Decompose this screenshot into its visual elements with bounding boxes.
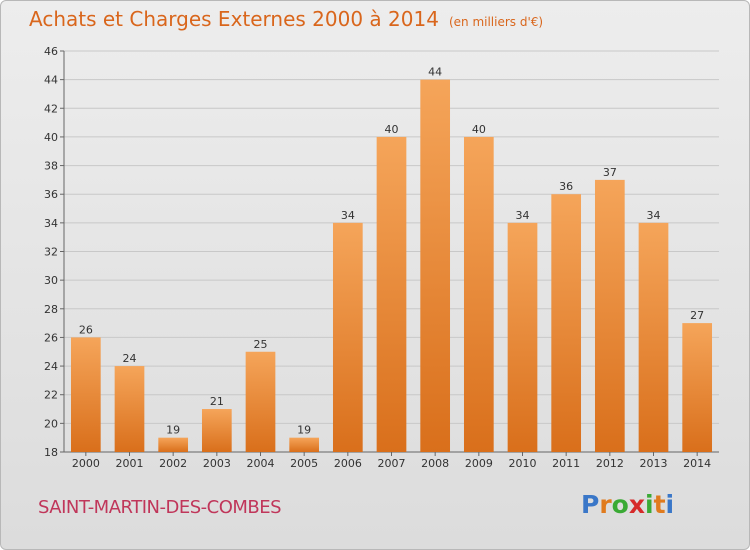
x-tick-label: 2013 [640, 457, 668, 470]
y-tick-label: 40 [44, 131, 58, 144]
bar [70, 337, 101, 452]
x-tick-label: 2003 [203, 457, 231, 470]
y-tick-label: 46 [44, 45, 58, 58]
x-tick-label: 2008 [421, 457, 449, 470]
data-label: 37 [603, 166, 617, 179]
logo-letter: i [665, 490, 675, 519]
data-label: 36 [559, 180, 573, 193]
data-label: 40 [385, 123, 399, 136]
x-tick-label: 2006 [334, 457, 362, 470]
logo-letter: o [611, 490, 629, 519]
y-tick-label: 30 [44, 274, 58, 287]
x-tick-label: 2009 [465, 457, 493, 470]
bar [114, 366, 145, 452]
bar [289, 437, 320, 452]
x-tick-label: 2005 [290, 457, 318, 470]
y-tick-label: 18 [44, 446, 58, 459]
x-tick-label: 2010 [509, 457, 537, 470]
x-tick-label: 2011 [552, 457, 580, 470]
data-label: 40 [472, 123, 486, 136]
chart-unit: (en milliers d'€) [448, 15, 544, 29]
data-label: 26 [79, 323, 93, 336]
bar [682, 323, 713, 452]
data-label: 19 [297, 424, 311, 437]
y-tick-label: 20 [44, 417, 58, 430]
logo-letter: i [645, 490, 654, 519]
logo-letter: r [599, 490, 612, 519]
y-tick-label: 42 [44, 102, 58, 115]
y-tick-label: 22 [44, 389, 58, 402]
data-label: 25 [254, 338, 268, 351]
proxiti-logo: Proxiti [581, 490, 674, 519]
y-tick-label: 38 [44, 160, 58, 173]
data-label: 21 [210, 395, 224, 408]
bar [201, 409, 232, 452]
x-tick-label: 2012 [596, 457, 624, 470]
data-label: 24 [123, 352, 137, 365]
x-tick-label: 2014 [683, 457, 711, 470]
x-tick-label: 2000 [72, 457, 100, 470]
x-tick-label: 2004 [247, 457, 275, 470]
bar [245, 351, 276, 452]
x-tick-label: 2007 [378, 457, 406, 470]
logo-letter: P [581, 490, 600, 519]
x-tick-label: 2001 [116, 457, 144, 470]
x-tick-label: 2002 [159, 457, 187, 470]
y-tick-label: 34 [44, 217, 58, 230]
y-tick-label: 26 [44, 331, 58, 344]
commune-name: SAINT-MARTIN-DES-COMBES [38, 497, 282, 518]
chart-title: Achats et Charges Externes 2000 à 2014 (e… [29, 7, 543, 31]
y-tick-label: 36 [44, 188, 58, 201]
bar [420, 79, 451, 453]
data-label: 34 [647, 209, 661, 222]
bar [332, 222, 363, 452]
bar [638, 222, 669, 452]
data-label: 34 [516, 209, 530, 222]
y-tick-label: 44 [44, 74, 58, 87]
x-axis: 2000 2001 2002 2003 2004 2005 2006 2007 2008 2009… [72, 452, 711, 470]
data-label: 19 [166, 424, 180, 437]
bar [463, 136, 494, 452]
bar [507, 222, 538, 452]
data-label: 44 [428, 66, 442, 79]
data-label: 27 [690, 309, 704, 322]
y-tick-label: 32 [44, 246, 58, 259]
bar [376, 136, 407, 452]
logo-letter: x [628, 490, 645, 519]
y-tick-label: 28 [44, 303, 58, 316]
bar [158, 437, 189, 452]
chart-title-text: Achats et Charges Externes 2000 à 2014 [29, 7, 439, 31]
bars: 26 24 19 21 25 19 34 40 44 40 34 36 37 34 27 [70, 66, 713, 453]
bar [594, 179, 625, 452]
logo-letter: t [653, 490, 666, 519]
y-tick-label: 24 [44, 360, 58, 373]
data-label: 34 [341, 209, 355, 222]
bar [551, 194, 582, 452]
